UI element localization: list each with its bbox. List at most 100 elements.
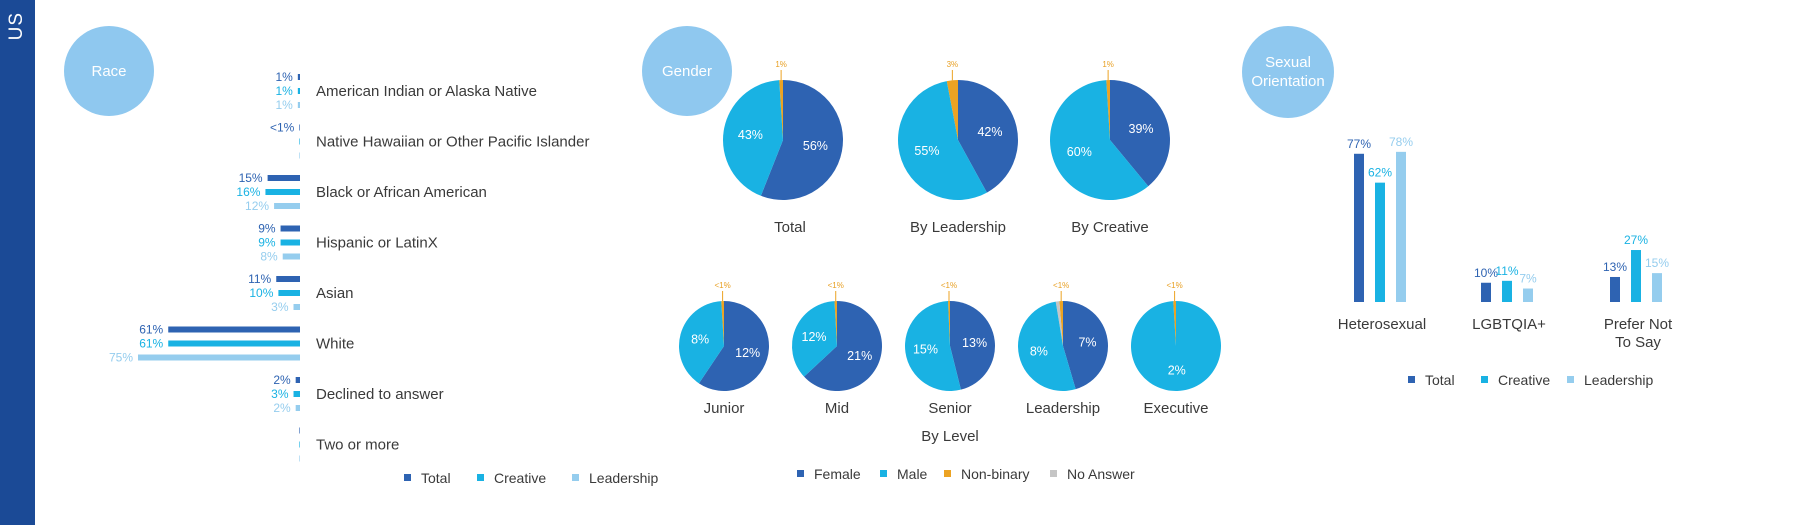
race-legend-marker-creative [477,474,484,481]
race-bar-leadership-hispanic-or-latinx [282,253,300,260]
race-bar-leadership-american-indian-or-alaska-native [297,102,300,108]
so-value-label-total-prefer-not-to-say: 13% [1603,260,1627,274]
level-pie-junior-label-male: 8% [691,333,709,347]
level-pie-junior-label-female: 12% [735,346,760,360]
so-legend-marker-creative [1481,376,1488,383]
so-legend-label-total: Total [1425,372,1455,388]
so-legend-marker-leadership [1567,376,1574,383]
level-pie-caption-senior: Senior [928,400,971,417]
level-pie-leadership-label-male: 8% [1030,345,1048,359]
race-bar-total-hispanic-or-latinx [280,225,300,232]
race-bar-total-asian [276,276,300,282]
race-bar-leadership-white [138,354,300,361]
race-bar-total-white [168,326,300,333]
level-pie-senior-slice-non-binary [947,301,950,346]
race-bar-total-declined-to-answer [295,377,300,383]
race-value-label-leadership-american-indian-or-alaska-native: 1% [275,98,293,112]
level-pie-executive-slice-non-binary [1173,301,1176,346]
level-pie-executive-label-nonbinary: <1% [1166,281,1182,290]
race-header-bubble: Race [64,26,154,116]
so-legend-label-creative: Creative [1498,372,1550,388]
race-bar-total-american-indian-or-alaska-native [297,74,300,80]
race-value-label-total-black-or-african-american: 15% [239,171,263,185]
gender-pie-by-creative-slice-female [1110,80,1170,187]
so-bar-leadership-lgbtqia [1523,288,1533,302]
level-pie-mid-slice-female [804,301,882,391]
gender-pie-by-leadership-label-nonbinary: 3% [947,60,959,69]
race-bar-leadership-black-or-african-american [274,203,300,209]
race-category-label-native-hawaiian-or-other-pacific-islander: Native Hawaiian or Other Pacific Islande… [316,134,589,151]
race-legend-marker-total [404,474,411,481]
level-pie-mid-label-female: 21% [847,349,872,363]
so-legend-marker-total [1408,376,1415,383]
gender-pie-by-creative-label-nonbinary: 1% [1102,60,1114,69]
level-pie-mid-label-nonbinary: <1% [828,281,844,290]
so-legend-label-leadership: Leadership [1584,372,1653,388]
gender-pie-by-creative-slice-male [1050,80,1149,200]
so-bar-leadership-heterosexual [1396,151,1406,302]
level-pie-caption-executive: Executive [1143,400,1208,417]
gender-pie-caption-by-creative: By Creative [1071,219,1149,236]
gender-pie-total-slice-female [760,80,843,200]
gender-pie-by-leadership-label-female: 42% [977,125,1002,139]
gender-pie-total-slice-male [723,80,783,196]
race-value-label-creative-declined-to-answer: 3% [271,387,289,401]
level-pie-executive-slice-male [1130,301,1221,391]
gender-pie-total-slice-non-binary [779,80,783,140]
race-value-label-total-declined-to-answer: 2% [273,373,291,387]
so-value-label-total-heterosexual: 77% [1347,137,1371,151]
level-pie-junior-slice-non-binary [721,301,724,346]
race-value-label-leadership-declined-to-answer: 2% [273,401,291,415]
race-bar-leadership-native-hawaiian-or-other-pacific-islander [299,152,300,159]
gender-pie-by-leadership-slice-female [958,80,1019,193]
race-legend-label-leadership: Leadership [589,470,658,486]
gender-legend-marker-no-answer [1050,470,1057,477]
level-pie-caption-leadership: Leadership [1026,400,1100,417]
race-value-label-leadership-white: 75% [109,351,133,365]
sexual-orientation-header-bubble: Sexual Orientation [1242,26,1334,118]
level-pie-leadership-label-nonbinary: <1% [1053,281,1069,290]
level-pie-caption-mid: Mid [825,400,849,417]
race-category-label-white: White [316,336,354,353]
race-value-label-total-white: 61% [139,323,163,337]
level-pie-junior-label-nonbinary: <1% [714,281,730,290]
race-value-label-leadership-black-or-african-american: 12% [245,199,269,213]
level-pie-mid-label-male: 12% [802,330,827,344]
level-pie-senior-slice-male [905,301,961,391]
level-pie-leadership-slice-no-answer [1055,301,1063,346]
level-pie-leadership-slice-female [1063,301,1109,390]
gender-legend-label-no-answer: No Answer [1067,466,1135,482]
so-bar-leadership-prefer-not-to-say [1652,273,1662,302]
race-bar-creative-american-indian-or-alaska-native [297,88,300,94]
race-bar-creative-native-hawaiian-or-other-pacific-islander [299,138,300,145]
race-category-label-asian: Asian [316,285,354,302]
gender-pie-by-leadership-slice-male [898,81,987,200]
race-bar-creative-declined-to-answer [293,391,300,397]
race-category-label-two-or-more: Two or more [316,437,399,454]
race-value-label-total-native-hawaiian-or-other-pacific-islander: <1% [270,121,295,135]
race-bar-total-native-hawaiian-or-other-pacific-islander [299,124,300,131]
so-value-label-creative-prefer-not-to-say: 27% [1624,233,1648,247]
level-pie-caption-junior: Junior [704,400,745,417]
race-bar-creative-asian [278,290,300,296]
level-pie-senior-label-male: 15% [913,343,938,357]
so-bar-total-lgbtqia [1481,282,1491,302]
race-value-label-creative-hispanic-or-latinx: 9% [258,236,276,250]
gender-pie-total-label-female: 56% [803,139,828,153]
race-value-label-creative-black-or-african-american: 16% [236,185,260,199]
level-pie-senior-label-female: 13% [962,336,987,350]
race-bar-leadership-asian [293,304,300,310]
gender-legend-marker-non-binary [944,470,951,477]
level-pie-senior-slice-female [950,301,996,390]
level-pie-leadership-label-female: 7% [1078,335,1096,349]
so-bar-creative-heterosexual [1375,182,1385,302]
level-pie-executive-label-male: 2% [1168,364,1186,378]
race-value-label-creative-white: 61% [139,337,163,351]
gender-pie-by-creative-slice-non-binary [1106,80,1110,140]
gender-pie-by-leadership-label-male: 55% [914,144,939,158]
so-bar-total-heterosexual [1354,153,1364,302]
so-value-label-leadership-prefer-not-to-say: 15% [1645,256,1669,270]
gender-legend-label-non-binary: Non-binary [961,466,1029,482]
so-value-label-leadership-heterosexual: 78% [1389,135,1413,149]
